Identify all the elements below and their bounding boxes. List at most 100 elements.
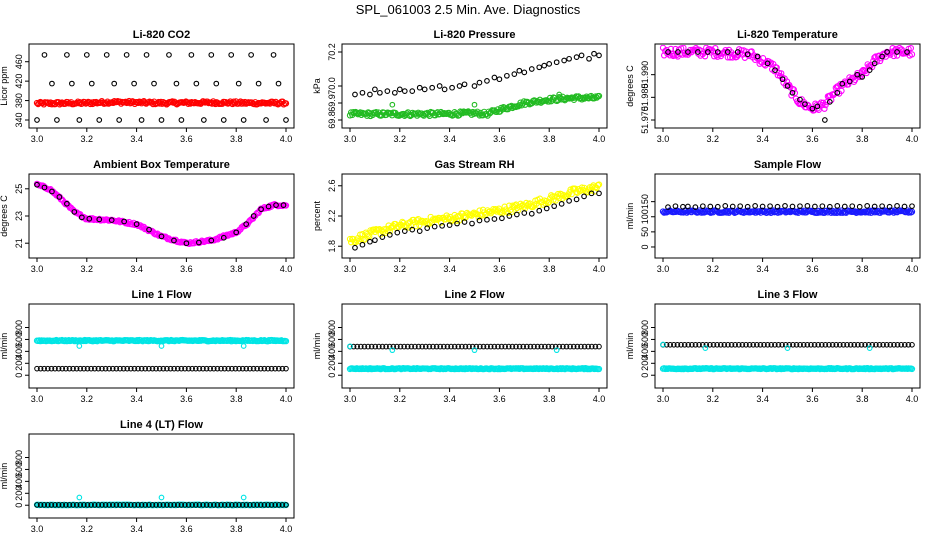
data-point bbox=[146, 226, 152, 233]
data-point bbox=[451, 343, 458, 350]
x-tick-label: 3.0 bbox=[657, 264, 670, 274]
x-tick-label: 3.6 bbox=[806, 264, 819, 274]
series-dense bbox=[659, 365, 916, 373]
data-point bbox=[372, 343, 379, 350]
data-point bbox=[401, 228, 408, 234]
data-point bbox=[270, 52, 277, 58]
series-outliers bbox=[76, 343, 247, 349]
data-point bbox=[549, 193, 556, 200]
x-tick-label: 3.2 bbox=[394, 134, 407, 144]
data-point bbox=[171, 365, 177, 372]
data-point bbox=[866, 345, 873, 351]
data-point bbox=[714, 49, 721, 55]
data-point bbox=[76, 117, 83, 123]
data-point bbox=[218, 502, 224, 508]
data-point bbox=[499, 215, 505, 222]
series-dense bbox=[659, 45, 916, 114]
data-point bbox=[158, 233, 165, 240]
data-point bbox=[866, 67, 873, 73]
data-point bbox=[894, 203, 900, 209]
plot-frame bbox=[654, 303, 921, 389]
data-point bbox=[847, 342, 854, 348]
data-point bbox=[707, 342, 713, 348]
data-point bbox=[829, 342, 836, 348]
data-point bbox=[774, 203, 781, 210]
data-point bbox=[227, 231, 234, 238]
data-point bbox=[173, 80, 180, 87]
data-point bbox=[236, 365, 242, 372]
data-point bbox=[220, 117, 227, 123]
y-tick-label: 69.9 bbox=[327, 94, 337, 112]
data-point bbox=[678, 342, 684, 348]
data-point bbox=[416, 228, 423, 234]
data-point bbox=[441, 343, 447, 350]
data-point bbox=[103, 100, 110, 107]
data-point bbox=[275, 80, 282, 87]
data-point bbox=[86, 215, 93, 222]
data-point bbox=[96, 117, 103, 123]
data-point bbox=[88, 80, 95, 87]
data-point bbox=[858, 342, 865, 348]
data-point bbox=[766, 60, 774, 67]
data-point bbox=[379, 343, 386, 350]
data-point bbox=[721, 342, 728, 348]
data-point bbox=[754, 342, 760, 348]
data-point bbox=[240, 117, 247, 123]
data-point bbox=[744, 203, 751, 210]
data-point bbox=[160, 502, 167, 508]
data-point bbox=[396, 86, 403, 93]
y-tick-label: 420 bbox=[14, 74, 24, 89]
data-point bbox=[96, 216, 103, 223]
data-point bbox=[133, 337, 141, 344]
data-point bbox=[232, 502, 239, 508]
data-point bbox=[876, 342, 883, 348]
data-point bbox=[841, 203, 848, 210]
data-point bbox=[665, 204, 671, 210]
data-point bbox=[135, 365, 141, 372]
plot-frame bbox=[654, 173, 921, 259]
data-point bbox=[734, 49, 741, 55]
data-point bbox=[879, 203, 885, 210]
y-tick-label: 800 bbox=[14, 450, 24, 465]
data-point bbox=[89, 338, 96, 345]
panel-title: Line 4 (LT) Flow bbox=[120, 419, 203, 431]
panel-title: Sample Flow bbox=[754, 159, 822, 171]
data-point bbox=[88, 502, 94, 508]
data-point bbox=[904, 49, 910, 55]
data-point bbox=[257, 502, 264, 508]
data-point bbox=[66, 502, 73, 508]
data-point bbox=[553, 59, 560, 66]
data-point bbox=[779, 342, 785, 348]
panel-pressure: Li-820 Pressure 3.0 3.2 3.4 3.6 3.8 4.0 69.869.… bbox=[312, 29, 608, 144]
data-point bbox=[361, 343, 368, 350]
data-point bbox=[480, 343, 487, 350]
data-point bbox=[99, 502, 105, 508]
data-point bbox=[491, 343, 498, 350]
data-point bbox=[383, 343, 389, 350]
data-point bbox=[757, 342, 764, 348]
data-point bbox=[358, 343, 364, 350]
data-point bbox=[739, 342, 746, 348]
y-axis-label: Licor ppm bbox=[0, 66, 9, 106]
data-point bbox=[516, 67, 523, 74]
y-tick-label: 800 bbox=[640, 320, 650, 335]
y-tick-label: 70.0 bbox=[327, 77, 337, 95]
data-point bbox=[513, 211, 520, 218]
data-point bbox=[282, 202, 290, 209]
data-point bbox=[791, 89, 799, 97]
data-point bbox=[73, 502, 80, 508]
data-point bbox=[401, 88, 408, 94]
data-point bbox=[254, 502, 260, 508]
data-point bbox=[436, 83, 443, 89]
data-point bbox=[156, 502, 163, 508]
data-point bbox=[856, 203, 863, 210]
data-point bbox=[250, 213, 257, 219]
data-point bbox=[389, 347, 396, 354]
data-point bbox=[842, 365, 850, 372]
data-point bbox=[441, 86, 448, 93]
data-point bbox=[831, 90, 838, 97]
data-point bbox=[78, 214, 85, 221]
data-point bbox=[707, 203, 714, 210]
data-point bbox=[797, 342, 803, 348]
data-point bbox=[566, 55, 572, 62]
